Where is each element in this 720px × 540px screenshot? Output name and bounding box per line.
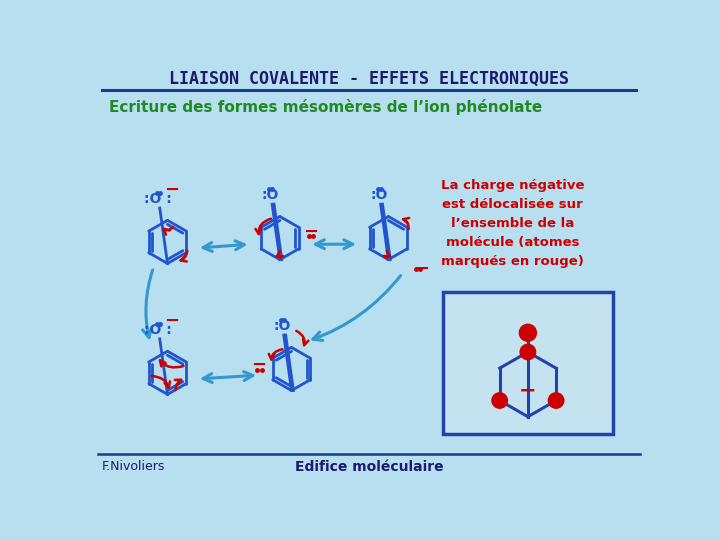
Circle shape — [492, 393, 508, 408]
Text: −: − — [165, 312, 180, 329]
Text: :O: :O — [274, 319, 291, 333]
Text: Ecriture des formes mésomères de l’ion phénolate: Ecriture des formes mésomères de l’ion p… — [109, 99, 543, 115]
Text: F.Nivoliers: F.Nivoliers — [102, 460, 165, 473]
Text: LIAISON COVALENTE - EFFETS ELECTRONIQUES: LIAISON COVALENTE - EFFETS ELECTRONIQUES — [169, 70, 569, 87]
Text: :O: :O — [370, 188, 388, 202]
Circle shape — [519, 325, 536, 341]
Text: −: − — [303, 223, 318, 241]
Text: :O :: :O : — [144, 323, 172, 336]
Text: :O: :O — [262, 188, 279, 202]
Text: −: − — [414, 260, 429, 278]
Text: −: − — [519, 381, 536, 401]
Text: :O :: :O : — [144, 192, 172, 206]
Text: −: − — [251, 356, 266, 374]
Bar — [443, 292, 613, 434]
Circle shape — [549, 393, 564, 408]
Circle shape — [520, 345, 536, 360]
Text: La charge négative
est délocalisée sur
l’ensemble de la
molécule (atomes
marqués: La charge négative est délocalisée sur l… — [441, 179, 584, 268]
Text: Edifice moléculaire: Edifice moléculaire — [294, 460, 444, 474]
Text: −: − — [165, 180, 180, 199]
